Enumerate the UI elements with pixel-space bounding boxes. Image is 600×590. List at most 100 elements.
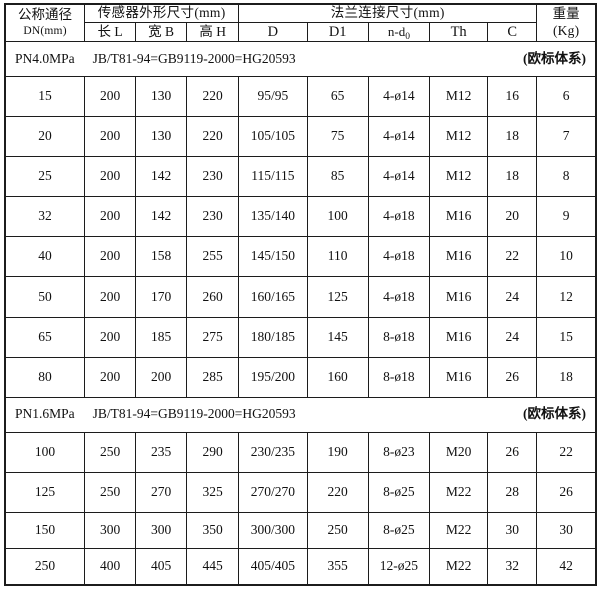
cell-th: M16 xyxy=(429,196,489,238)
cell-c: 24 xyxy=(487,316,538,358)
cell-height: 230 xyxy=(186,196,240,238)
header-n-d0-subscript: 0 xyxy=(405,31,410,42)
cell-d1: 75 xyxy=(306,116,369,158)
cell-n-d0: 4-ø18 xyxy=(367,276,431,318)
cell-c: 30 xyxy=(487,511,538,549)
cell-n-d0: 4-ø14 xyxy=(367,75,431,118)
header-height: 高 H xyxy=(186,21,240,43)
cell-n-d0: 12-ø25 xyxy=(367,547,431,586)
header-row-groups: 公称通径 DN(mm) 传感器外形尺寸(mm) 法兰连接尺寸(mm) 重量 (K… xyxy=(4,3,597,42)
cell-th: M16 xyxy=(429,356,489,398)
cell-d: 230/235 xyxy=(238,431,308,473)
header-d1: D1 xyxy=(306,21,369,43)
cell-n-d0: 4-ø18 xyxy=(367,236,431,278)
cell-length: 250 xyxy=(84,431,137,473)
table-row: 15 200 130 220 95/95 65 4-ø14 M12 16 6 xyxy=(4,75,597,118)
cell-d1: 250 xyxy=(306,511,369,549)
cell-length: 200 xyxy=(84,356,137,398)
cell-height: 260 xyxy=(186,276,240,318)
table-row: 32 200 142 230 135/140 100 4-ø18 M16 20 9 xyxy=(4,196,597,238)
cell-d: 135/140 xyxy=(238,196,308,238)
table-body: PN4.0MPa JB/T81-94=GB9119-2000=HG20593 (欧标… xyxy=(4,41,597,586)
cell-weight: 22 xyxy=(536,431,597,473)
section-standard-code: JB/T81-94=GB9119-2000=HG20593 xyxy=(92,50,296,66)
cell-length: 200 xyxy=(84,236,137,278)
cell-c: 18 xyxy=(487,156,538,198)
cell-width: 130 xyxy=(135,75,188,118)
cell-n-d0: 8-ø25 xyxy=(367,511,431,549)
cell-weight: 7 xyxy=(536,116,597,158)
cell-n-d0: 4-ø18 xyxy=(367,196,431,238)
cell-n-d0: 4-ø14 xyxy=(367,156,431,198)
section-standard-bar: PN4.0MPa JB/T81-94=GB9119-2000=HG20593 (欧标… xyxy=(4,41,597,77)
cell-n-d0: 8-ø23 xyxy=(367,431,431,473)
header-weight: 重量 (Kg) xyxy=(536,3,597,42)
cell-d1: 85 xyxy=(306,156,369,198)
cell-th: M12 xyxy=(429,75,489,118)
cell-width: 200 xyxy=(135,356,188,398)
cell-weight: 30 xyxy=(536,511,597,549)
cell-n-d0: 8-ø25 xyxy=(367,471,431,513)
cell-length: 200 xyxy=(84,276,137,318)
header-th: Th xyxy=(429,21,489,43)
cell-n-d0: 8-ø18 xyxy=(367,356,431,398)
section-standard-bar: PN1.6MPa JB/T81-94=GB9119-2000=HG20593 (欧标… xyxy=(4,396,597,433)
cell-width: 185 xyxy=(135,316,188,358)
cell-c: 26 xyxy=(487,431,538,473)
cell-n-d0: 8-ø18 xyxy=(367,316,431,358)
flange-dimensions-table: 公称通径 DN(mm) 传感器外形尺寸(mm) 法兰连接尺寸(mm) 重量 (K… xyxy=(4,3,597,586)
table-row: 80 200 200 285 195/200 160 8-ø18 M16 26 18 xyxy=(4,356,597,398)
table-row: 150 300 300 350 300/300 250 8-ø25 M22 30 30 xyxy=(4,511,597,549)
section-system-note: (欧标体系) xyxy=(523,406,586,422)
cell-th: M20 xyxy=(429,431,489,473)
cell-d1: 100 xyxy=(306,196,369,238)
cell-d: 160/165 xyxy=(238,276,308,318)
cell-c: 24 xyxy=(487,276,538,318)
cell-weight: 26 xyxy=(536,471,597,513)
table-row: 250 400 405 445 405/405 355 12-ø25 M22 32 42 xyxy=(4,547,597,586)
cell-d: 145/150 xyxy=(238,236,308,278)
header-group-sensor-dimensions: 传感器外形尺寸(mm) xyxy=(84,3,240,23)
section-pressure-rating: PN1.6MPa xyxy=(15,406,75,422)
cell-th: M12 xyxy=(429,116,489,158)
cell-dn: 125 xyxy=(4,471,86,513)
cell-d1: 160 xyxy=(306,356,369,398)
cell-height: 350 xyxy=(186,511,240,549)
cell-width: 142 xyxy=(135,156,188,198)
cell-weight: 6 xyxy=(536,75,597,118)
cell-th: M22 xyxy=(429,547,489,586)
cell-th: M16 xyxy=(429,236,489,278)
cell-length: 200 xyxy=(84,196,137,238)
cell-dn: 65 xyxy=(4,316,86,358)
cell-c: 32 xyxy=(487,547,538,586)
header-weight-line1: 重量 xyxy=(552,6,580,22)
section-standard-code: JB/T81-94=GB9119-2000=HG20593 xyxy=(92,406,296,422)
cell-width: 130 xyxy=(135,116,188,158)
section-header-row: PN1.6MPa JB/T81-94=GB9119-2000=HG20593 (欧标… xyxy=(4,396,597,433)
cell-width: 235 xyxy=(135,431,188,473)
section-inner: PN4.0MPa JB/T81-94=GB9119-2000=HG20593 (欧标… xyxy=(7,51,594,68)
cell-weight: 9 xyxy=(536,196,597,238)
section-inner: PN1.6MPa JB/T81-94=GB9119-2000=HG20593 (欧标… xyxy=(7,406,594,423)
table-row: 125 250 270 325 270/270 220 8-ø25 M22 28 26 xyxy=(4,471,597,513)
header-n-d0: n-d0 xyxy=(367,21,431,43)
cell-height: 255 xyxy=(186,236,240,278)
section-pressure-rating: PN4.0MPa xyxy=(15,50,75,66)
cell-c: 18 xyxy=(487,116,538,158)
cell-d: 180/185 xyxy=(238,316,308,358)
cell-dn: 50 xyxy=(4,276,86,318)
cell-length: 200 xyxy=(84,75,137,118)
cell-dn: 100 xyxy=(4,431,86,473)
header-length: 长 L xyxy=(84,21,137,43)
cell-dn: 20 xyxy=(4,116,86,158)
header-n-d0-prefix: n-d xyxy=(387,23,406,39)
cell-height: 325 xyxy=(186,471,240,513)
cell-d: 105/105 xyxy=(238,116,308,158)
cell-weight: 12 xyxy=(536,276,597,318)
section-header-row: PN4.0MPa JB/T81-94=GB9119-2000=HG20593 (欧标… xyxy=(4,41,597,77)
cell-length: 300 xyxy=(84,511,137,549)
cell-c: 16 xyxy=(487,75,538,118)
cell-d1: 125 xyxy=(306,276,369,318)
cell-dn: 150 xyxy=(4,511,86,549)
cell-length: 200 xyxy=(84,316,137,358)
